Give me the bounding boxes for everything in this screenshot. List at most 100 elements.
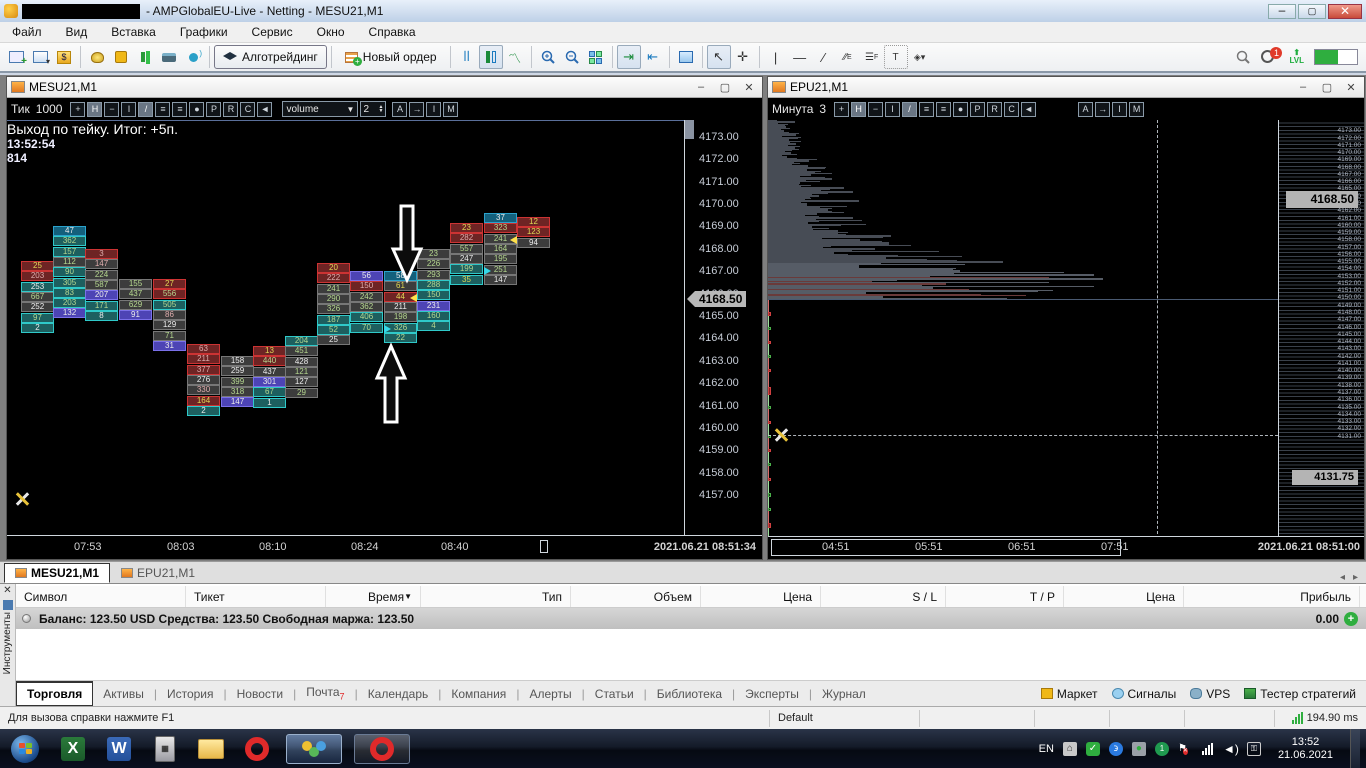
tray-usb-icon[interactable]: ● bbox=[1131, 741, 1146, 756]
right-dom-button-4[interactable]: I bbox=[885, 101, 901, 117]
signals-service-icon[interactable] bbox=[133, 45, 157, 69]
line-chart-type-button[interactable]: 〽 bbox=[508, 50, 522, 66]
digits-spinner[interactable]: 2 ▲ ▼ bbox=[360, 101, 387, 117]
right-chart-plot[interactable]: 13:52:5401:07O: 4166.50 H: 4166.75 L: 41… bbox=[768, 120, 1364, 559]
left-mode-button-A[interactable]: A bbox=[392, 101, 408, 117]
right-mode-button-A[interactable]: A bbox=[1078, 101, 1094, 117]
menu-item-2[interactable]: Вид bbox=[65, 25, 88, 39]
toolbox-tab-журнал[interactable]: Журнал bbox=[822, 686, 866, 701]
right-dom-button-9[interactable]: P bbox=[970, 101, 986, 117]
toolbox-side-label[interactable]: Инструменты bbox=[2, 612, 13, 675]
chart-minimize-button[interactable]: – bbox=[697, 81, 705, 93]
toolbox-button-маркет[interactable]: Маркет bbox=[1040, 687, 1098, 701]
column-header-цена[interactable]: Цена bbox=[701, 586, 821, 607]
right-dom-button-10[interactable]: R bbox=[987, 101, 1003, 117]
toolbox-tab-активы[interactable]: Активы bbox=[103, 686, 144, 701]
equidistant-channel-tool[interactable]: ∕∕ E bbox=[843, 51, 852, 63]
toolbox-tab-календарь[interactable]: Календарь bbox=[367, 686, 429, 701]
taskbar-clock[interactable]: 13:52 21.06.2021 bbox=[1277, 735, 1333, 761]
toolbox-tab-торговля[interactable]: Торговля bbox=[16, 681, 94, 706]
zoom-out-button[interactable] bbox=[560, 45, 584, 69]
chart-maximize-button[interactable]: ▢ bbox=[1321, 81, 1333, 94]
left-dom-button-1[interactable]: + bbox=[70, 101, 86, 117]
menu-item-4[interactable]: Графики bbox=[179, 25, 228, 39]
toolbox-button-vps[interactable]: VPS bbox=[1190, 687, 1230, 701]
chart-window-title[interactable]: EPU21,M1 – ▢ ✕ bbox=[768, 77, 1364, 98]
tray-update-icon[interactable]: 1 bbox=[1154, 741, 1169, 756]
left-dom-button-8[interactable]: ● bbox=[189, 101, 205, 117]
column-header-символ[interactable]: Символ bbox=[16, 586, 186, 607]
candle-chart-type-button[interactable] bbox=[478, 45, 503, 69]
shapes-dropdown[interactable]: ◈▾ bbox=[913, 51, 926, 62]
language-indicator[interactable]: EN bbox=[1038, 742, 1054, 755]
tray-action-center-icon[interactable]: ⚑ ✕ bbox=[1177, 743, 1188, 755]
fibonacci-tool[interactable]: ☰ F bbox=[864, 51, 879, 63]
taskbar-calculator-icon[interactable]: ▦ bbox=[148, 734, 182, 764]
menu-item-7[interactable]: Справка bbox=[368, 25, 416, 39]
tray-signal-icon[interactable] bbox=[1201, 742, 1215, 756]
algo-trading-button[interactable]: Алготрейдинг bbox=[214, 45, 327, 69]
left-dom-button-4[interactable]: I bbox=[121, 101, 137, 117]
right-price-scale[interactable]: 4173.00 4172.00 4171.00 4170.00 4169.00 4168.… bbox=[1278, 120, 1364, 559]
column-header-прибыль[interactable]: Прибыль bbox=[1184, 586, 1360, 607]
chart-close-button[interactable]: ✕ bbox=[744, 81, 754, 94]
toolbox-tab-статьи[interactable]: Статьи bbox=[594, 686, 634, 701]
column-header-sl[interactable]: S / L bbox=[821, 586, 946, 607]
taskbar-explorer-icon[interactable] bbox=[194, 734, 228, 764]
tab-scroll-left-icon[interactable]: ◂ bbox=[1339, 572, 1345, 583]
community-icon[interactable]: ) bbox=[181, 45, 205, 69]
toolbox-tab-алерты[interactable]: Алерты bbox=[529, 686, 572, 701]
tray-security-icon[interactable]: ✓ bbox=[1085, 741, 1100, 756]
text-tool[interactable]: T bbox=[883, 45, 908, 69]
left-dom-button-12[interactable]: ◄ bbox=[257, 101, 273, 117]
menu-item-6[interactable]: Окно bbox=[316, 25, 345, 39]
chart-tab-EPU21,M1[interactable]: EPU21,M1 bbox=[110, 563, 206, 583]
add-position-icon[interactable]: + bbox=[1344, 611, 1358, 626]
menu-item-5[interactable]: Сервис bbox=[251, 25, 293, 39]
toolbox-tab-почта[interactable]: Почта7 bbox=[306, 685, 345, 702]
left-time-axis[interactable]: 07:53 08:03 08:10 08:24 08:40 2021.06.21 08:… bbox=[7, 535, 762, 559]
menu-item-3[interactable]: Вставка bbox=[111, 25, 156, 39]
lvl-icon[interactable]: ⬆ LVL bbox=[1289, 48, 1304, 65]
right-dom-button-2[interactable]: H bbox=[851, 101, 867, 117]
right-dom-button-7[interactable]: ≡ bbox=[936, 101, 952, 117]
left-dom-button-5[interactable]: / bbox=[138, 101, 154, 117]
chart-shift-button[interactable]: ⇤ bbox=[647, 49, 659, 64]
tray-network-icon[interactable]: ⌂ bbox=[1062, 741, 1077, 756]
right-dom-button-6[interactable]: ≡ bbox=[919, 101, 935, 117]
column-header-tp[interactable]: T / P bbox=[946, 586, 1064, 607]
market-store-icon[interactable] bbox=[109, 45, 133, 69]
taskbar-word-icon[interactable]: W bbox=[102, 734, 136, 764]
right-dom-button-8[interactable]: ● bbox=[953, 101, 969, 117]
cursor-tool-button[interactable]: ↖ bbox=[706, 45, 731, 69]
auto-scroll-button[interactable]: ⇥ bbox=[616, 45, 641, 69]
toolbox-tab-история[interactable]: История bbox=[166, 686, 214, 701]
left-dom-button-2[interactable]: H bbox=[87, 101, 103, 117]
left-dom-button-6[interactable]: ≡ bbox=[155, 101, 171, 117]
column-header-цена[interactable]: Цена bbox=[1064, 586, 1184, 607]
left-mode-button-I[interactable]: I bbox=[426, 101, 442, 117]
right-dom-button-5[interactable]: / bbox=[902, 101, 918, 117]
chart-tab-MESU21,M1[interactable]: MESU21,M1 bbox=[4, 563, 111, 583]
bar-chart-type-button[interactable]: ꟾꟾ bbox=[463, 51, 470, 64]
left-dom-button-7[interactable]: ≡ bbox=[172, 101, 188, 117]
profiles-button[interactable]: ▾ bbox=[28, 45, 52, 69]
window-minimize-button[interactable]: – bbox=[1268, 3, 1296, 19]
vertical-line-tool[interactable]: | bbox=[773, 49, 778, 65]
right-mode-button-M[interactable]: M bbox=[1129, 101, 1145, 117]
left-mode-button-M[interactable]: M bbox=[443, 101, 459, 117]
new-chart-button[interactable]: + bbox=[4, 45, 28, 69]
right-dom-button-11[interactable]: C bbox=[1004, 101, 1020, 117]
left-dom-button-10[interactable]: R bbox=[223, 101, 239, 117]
tray-bolt-icon[interactable]: ϶ bbox=[1108, 741, 1123, 756]
crosshair-tool-button[interactable]: ✛ bbox=[737, 49, 749, 64]
toolbox-close-button[interactable]: ✕ bbox=[3, 585, 12, 596]
toolbox-button-тестер-стратегий[interactable]: Тестер стратегий bbox=[1244, 687, 1356, 701]
chart-close-button[interactable]: ✕ bbox=[1346, 81, 1356, 94]
new-order-button[interactable]: + Новый ордер bbox=[336, 45, 446, 69]
toolbox-button-сигналы[interactable]: Сигналы bbox=[1111, 687, 1176, 701]
deposit-icon[interactable] bbox=[85, 45, 109, 69]
right-dom-button-1[interactable]: + bbox=[834, 101, 850, 117]
tray-volume-icon[interactable]: ◄) bbox=[1223, 741, 1239, 756]
save-template-button[interactable] bbox=[674, 45, 698, 69]
